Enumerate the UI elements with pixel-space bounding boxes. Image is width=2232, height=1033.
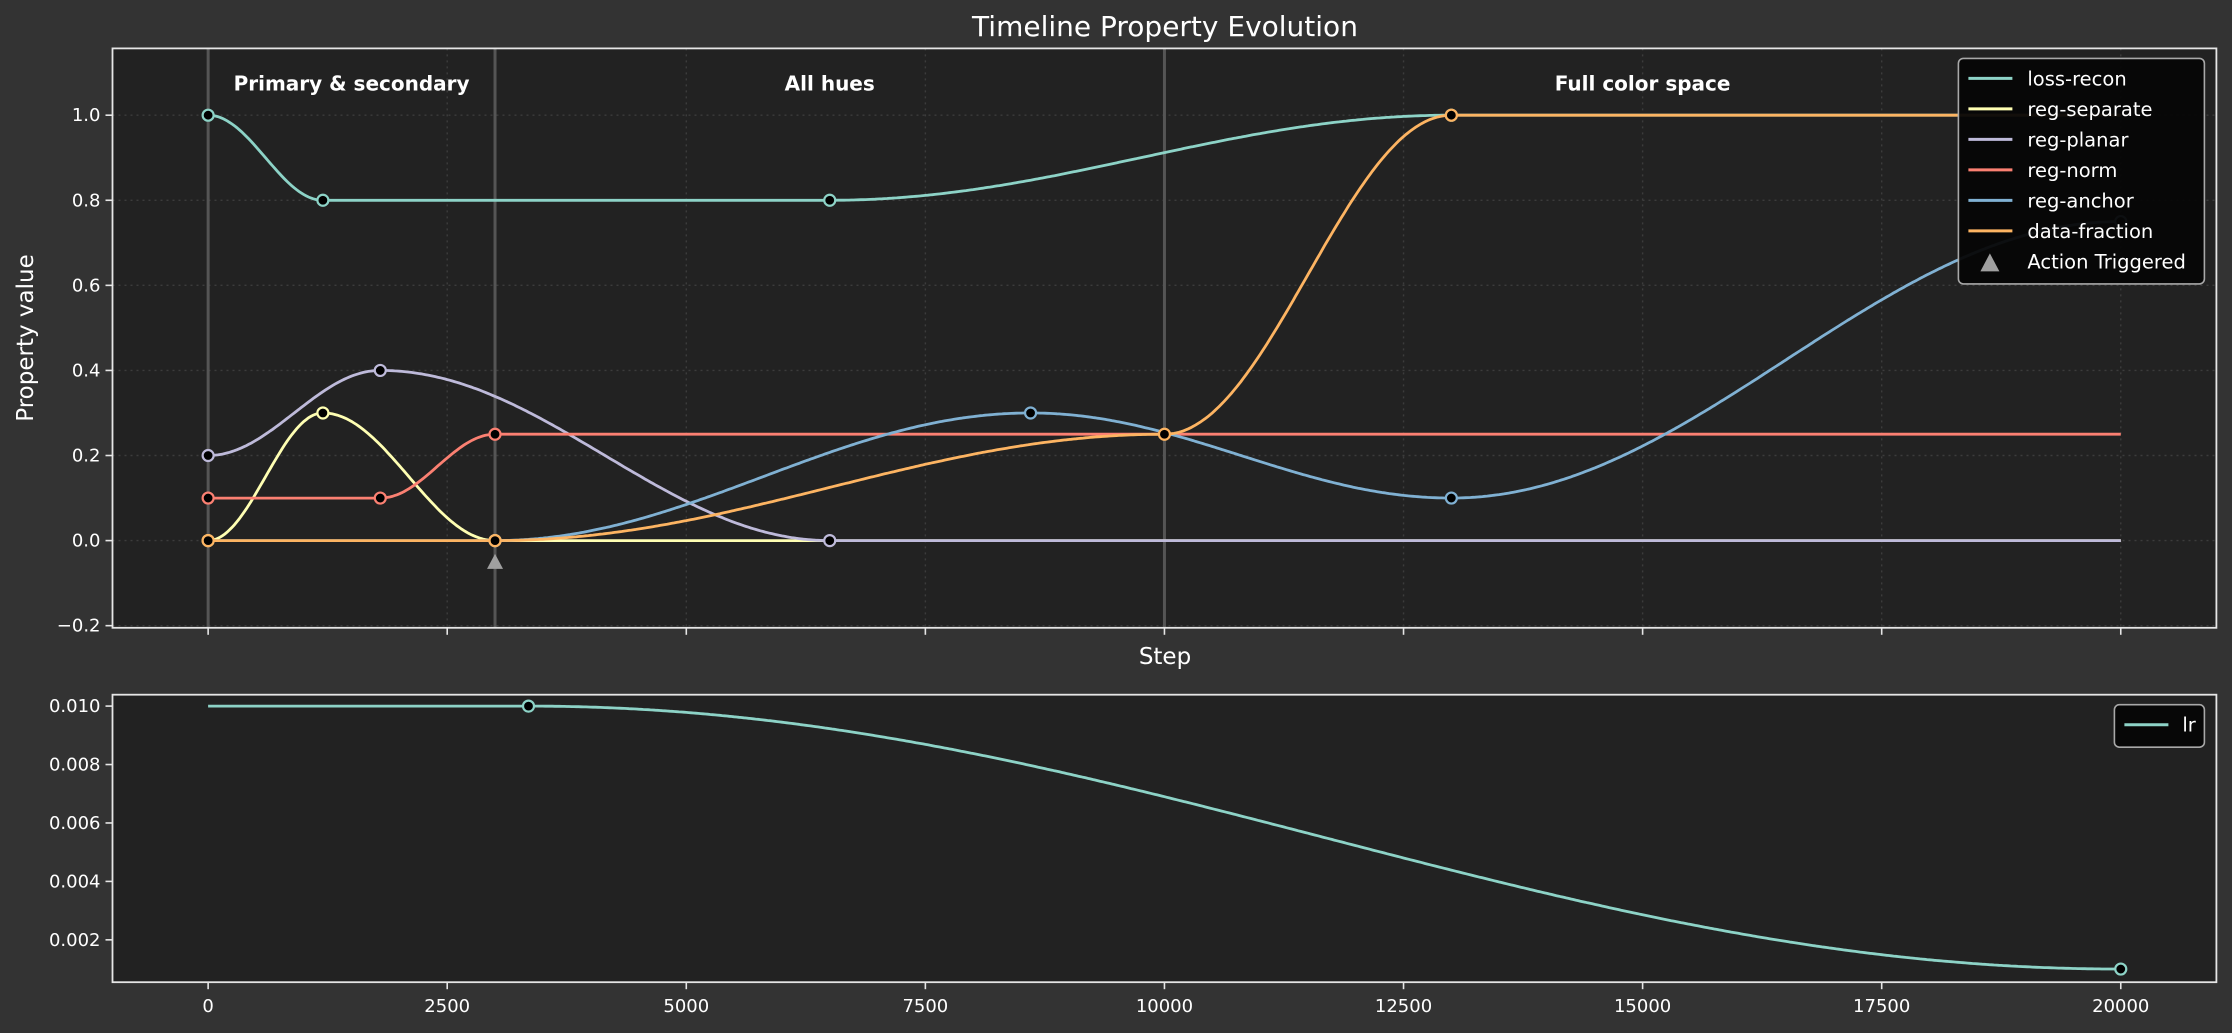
top-plot: Primary & secondary All hues Full color sp… — [57, 47, 2218, 637]
y-tick-label: 0.4 — [72, 360, 101, 381]
phase-label: Primary & secondary — [234, 71, 470, 95]
keyframe-marker-reg-separate — [316, 406, 330, 420]
x-tick-label: 7500 — [902, 996, 948, 1017]
keyframe-marker-loss-recon — [823, 193, 837, 207]
chart-title: Timeline Property Evolution — [971, 10, 1358, 43]
keyframe-marker-reg-planar — [823, 533, 837, 548]
x-axis-label: Step — [1139, 644, 1191, 670]
x-tick-label: 20000 — [2092, 996, 2149, 1017]
y-tick-label: 0.0 — [72, 531, 101, 552]
legend-label: lr — [2182, 714, 2196, 737]
y-tick-label: 0.2 — [72, 446, 101, 467]
legend-label: data-fraction — [2027, 220, 2153, 243]
keyframe-marker-reg-anchor — [1444, 491, 1458, 505]
legend: lr — [2113, 703, 2206, 749]
series-line-reg-planar — [208, 369, 2121, 542]
phase-label: All hues — [785, 71, 875, 95]
y-tick-label: −0.2 — [57, 616, 101, 637]
y-tick-label: 0.008 — [49, 755, 101, 776]
phase-label: Full color space — [1555, 71, 1731, 95]
y-tick-label: 0.010 — [49, 696, 101, 717]
y-tick-label: 0.006 — [49, 813, 101, 834]
legend-label: reg-anchor — [2027, 189, 2134, 212]
plot-area — [112, 694, 2217, 983]
legend-label: reg-separate — [2027, 98, 2152, 121]
keyframe-marker-loss-recon — [201, 108, 215, 122]
x-tick-label: 17500 — [1853, 996, 1910, 1017]
keyframe-marker-loss-recon — [316, 193, 330, 207]
y-tick-label: 0.002 — [49, 930, 101, 951]
keyframe-marker-data-fraction — [1157, 427, 1172, 441]
x-tick-label: 12500 — [1375, 996, 1432, 1017]
keyframe-marker-reg-norm — [488, 427, 502, 441]
y-tick-label: 0.6 — [72, 275, 101, 296]
keyframe-marker-reg-norm — [201, 491, 215, 505]
y-tick-label: 1.0 — [72, 105, 101, 126]
x-tick-label: 5000 — [663, 996, 709, 1017]
keyframe-marker-data-fraction — [201, 533, 215, 548]
keyframe-marker-lr — [521, 699, 536, 713]
legend-label: loss-recon — [2027, 67, 2126, 90]
x-tick-label: 0 — [202, 996, 213, 1017]
legend-label: reg-planar — [2027, 128, 2129, 151]
keyframe-marker-reg-planar — [201, 448, 215, 463]
keyframe-marker-data-fraction — [488, 533, 502, 548]
bottom-plot: 0 2500 5000 7500 10000 12500 15000 17500 20000 0.… — [49, 693, 2218, 1017]
keyframe-marker-lr — [2114, 962, 2128, 976]
x-tick-label: 15000 — [1614, 996, 1671, 1017]
y-axis-label: Property value — [13, 254, 39, 421]
keyframe-marker-reg-anchor — [1023, 406, 1038, 420]
legend-label: Action Triggered — [2027, 250, 2185, 273]
x-tick-label: 2500 — [424, 996, 470, 1017]
legend-swatch-triangle-icon — [1980, 253, 2000, 272]
y-tick-label: 0.8 — [72, 190, 101, 211]
legend: loss-recon reg-separate reg-planar reg-norm… — [1957, 57, 2206, 285]
y-tick-label: 0.004 — [49, 871, 101, 892]
keyframe-marker-reg-planar — [373, 363, 387, 378]
action-triggered-marker — [487, 553, 504, 569]
keyframe-marker-reg-norm — [373, 491, 387, 505]
keyframe-marker-data-fraction — [1444, 108, 1458, 122]
x-tick-label: 10000 — [1136, 996, 1193, 1017]
legend-box — [1957, 57, 2206, 285]
legend-label: reg-norm — [2027, 159, 2117, 182]
